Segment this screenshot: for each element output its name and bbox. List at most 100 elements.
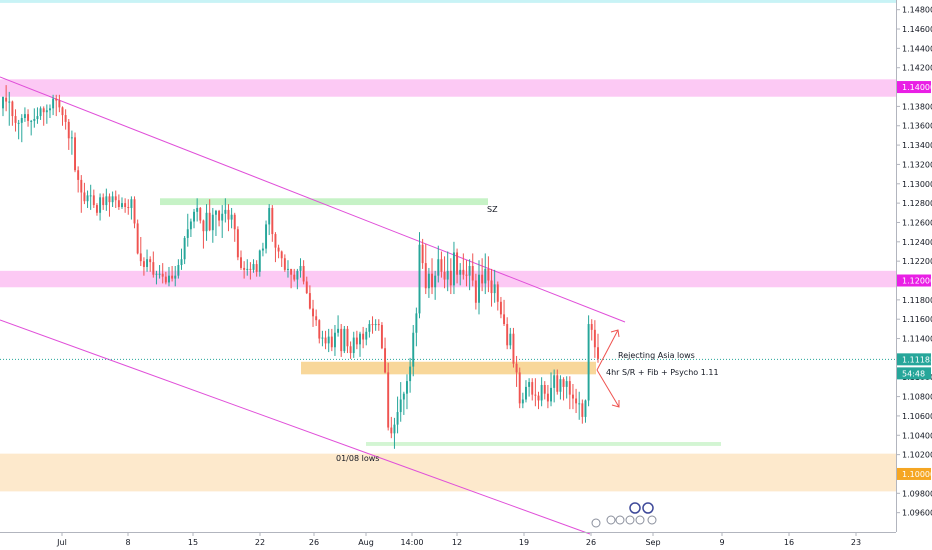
candle-body: [471, 266, 474, 281]
candle: [183, 236, 186, 265]
candle: [80, 175, 83, 213]
candle: [196, 198, 199, 222]
y-tick-label: 1.13800: [902, 102, 932, 111]
candle-body: [33, 118, 36, 121]
candle-body: [168, 275, 170, 283]
candle-body: [377, 324, 380, 326]
candle-body: [481, 274, 484, 284]
candle: [359, 331, 361, 357]
candle: [283, 254, 286, 272]
candle-body: [393, 424, 396, 434]
candle: [509, 327, 512, 350]
candle: [308, 285, 311, 310]
candle: [352, 331, 355, 358]
candle-body: [556, 375, 559, 392]
candle-body: [11, 101, 14, 117]
candle-body: [230, 214, 233, 220]
candle-body: [255, 264, 258, 272]
candle: [61, 106, 64, 126]
candle-body: [199, 207, 202, 221]
candle-body: [478, 274, 480, 303]
candle: [293, 268, 296, 282]
candle-body: [390, 427, 393, 434]
annotation-0108-lows: 01/08 lows: [336, 454, 379, 463]
x-tick-label: 15: [188, 538, 198, 547]
candle: [105, 188, 108, 211]
candle: [528, 378, 531, 397]
candle: [518, 367, 521, 409]
x-tick-label: Jul: [56, 538, 67, 547]
candle: [330, 328, 333, 352]
candle: [374, 319, 377, 331]
zone-support-1.10: [0, 453, 896, 492]
candle: [365, 327, 368, 346]
candle: [490, 268, 493, 307]
candle-body: [496, 284, 499, 302]
candle: [312, 299, 314, 327]
candle-body: [52, 98, 55, 109]
candle: [534, 378, 537, 407]
candle: [333, 325, 336, 356]
candle: [161, 263, 164, 284]
candle-body: [559, 379, 562, 392]
candle-body: [384, 348, 387, 373]
candle-body: [287, 268, 289, 270]
candle-body: [280, 251, 283, 259]
candle-body: [121, 203, 123, 207]
candle: [221, 205, 224, 238]
candle-body: [243, 267, 246, 270]
channel-lower-line: [0, 319, 591, 535]
candle-body: [333, 332, 336, 348]
candle-body: [409, 366, 412, 382]
candle: [42, 106, 45, 126]
candle: [280, 250, 283, 267]
candle-body: [440, 259, 443, 272]
candle-body: [290, 268, 293, 275]
candle: [74, 132, 76, 173]
x-tick-label: Aug: [358, 538, 374, 547]
candle: [521, 392, 524, 409]
candle: [315, 309, 318, 326]
candle-body: [70, 137, 73, 139]
event-flag-icon: [615, 515, 625, 525]
y-tick-label: 1.13400: [902, 141, 932, 150]
candle-body: [399, 399, 402, 413]
candle-body: [525, 386, 527, 400]
x-axis[interactable]: Jul 8 15 22 26 Aug 14:00 12 19 26 Sep 9 16 23: [0, 532, 896, 547]
y-tick-label: 1.14800: [902, 6, 932, 15]
y-tick-label: 1.10200: [902, 451, 932, 460]
candle: [155, 270, 158, 285]
candle: [271, 205, 274, 242]
candle-body: [92, 195, 95, 206]
candle: [390, 416, 393, 439]
candle: [412, 325, 415, 377]
candle-body: [531, 382, 534, 395]
x-tick-label: 26: [309, 538, 319, 547]
candle-body: [136, 223, 139, 254]
candle: [39, 106, 42, 120]
candle: [114, 190, 117, 208]
candle: [318, 319, 321, 344]
candle-body: [465, 274, 468, 276]
candle: [550, 372, 552, 407]
price-tag-bg: [897, 367, 931, 380]
price-tag: 1.10000: [897, 467, 932, 480]
candle-body: [431, 273, 433, 288]
candle: [434, 270, 437, 300]
price-tag: 1.11185: [897, 353, 932, 366]
candle: [36, 107, 39, 124]
price-tag-label: 1.11185: [902, 355, 932, 364]
candle-body: [434, 275, 437, 288]
candle: [230, 207, 233, 229]
candle-body: [503, 314, 506, 325]
y-tick-label: 1.10600: [902, 412, 932, 421]
candle: [14, 109, 17, 132]
candle-body: [180, 259, 183, 266]
x-tick-label: 16: [784, 538, 794, 547]
candle-body: [343, 328, 346, 352]
candle: [146, 249, 149, 272]
candle: [92, 189, 95, 208]
candle: [52, 94, 55, 116]
